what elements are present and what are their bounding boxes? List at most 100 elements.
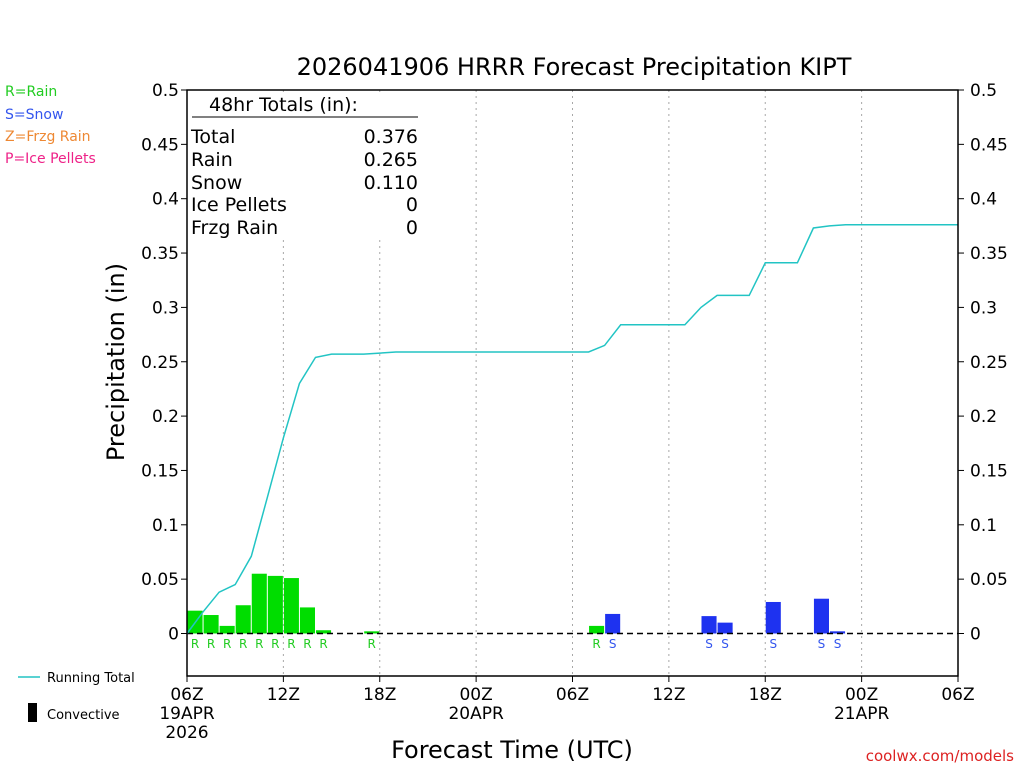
precip-bar: [235, 605, 251, 634]
precip-bar: [219, 625, 235, 634]
precip-type-letter: R: [207, 637, 215, 651]
x-tick-label: 18Z: [363, 685, 396, 705]
y-axis-right-ticks: 0 0.05 0.1 0.15 0.2 0.25 0.3 0.35 0.4 0.45 0.5: [958, 81, 1008, 645]
precip-bar: [203, 615, 219, 634]
y-tick-label: 0.4: [152, 190, 179, 210]
precip-bar: [830, 631, 846, 634]
precip-type-letter: R: [592, 637, 600, 651]
totals-rain-label: Rain: [191, 149, 233, 171]
precip-type-legend: R=Rain S=Snow Z=Frzg Rain P=Ice Pellets: [5, 84, 96, 167]
x-tick-label: 00Z: [459, 685, 492, 705]
running-total-legend-label: Running Total: [47, 671, 135, 686]
y-tick-label-right: 0: [970, 625, 981, 645]
totals-heading: 48hr Totals (in):: [209, 94, 358, 116]
precip-bar: [765, 601, 781, 634]
precip-bar: [605, 613, 621, 634]
precip-bar: [316, 630, 332, 634]
precip-type-letter: S: [834, 637, 842, 651]
y-tick-label: 0.25: [141, 353, 179, 373]
totals-total-label: Total: [190, 126, 235, 148]
x-tick-label: 12Z: [652, 685, 685, 705]
y-tick-label-right: 0.15: [970, 461, 1008, 481]
precip-type-letter: R: [223, 637, 231, 651]
precip-type-letter: R: [271, 637, 279, 651]
precip-bar: [299, 607, 315, 634]
y-tick-label-right: 0.35: [970, 244, 1008, 264]
y-tick-label: 0.3: [152, 298, 179, 318]
legend-frzg-rain: Z=Frzg Rain: [5, 129, 91, 145]
x-tick-label: 00Z: [845, 685, 878, 705]
y-axis-left-ticks: 0 0.05 0.1 0.15 0.2 0.25 0.3 0.35 0.4 0.45 0.5: [141, 81, 187, 645]
y-tick-label: 0.2: [152, 407, 179, 427]
running-total-line: [186, 224, 958, 634]
totals-ice-pellets-label: Ice Pellets: [191, 194, 287, 216]
totals-box-bg: [189, 92, 425, 238]
x-tick-label: 18Z: [749, 685, 782, 705]
precip-type-letter: R: [191, 637, 199, 651]
precip-type-letter: R: [239, 637, 247, 651]
precip-type-letter: S: [818, 637, 826, 651]
convective-legend-label: Convective: [47, 708, 120, 723]
x-tick-label: 06Z: [170, 685, 203, 705]
legend-snow: S=Snow: [5, 107, 63, 123]
y-tick-label: 0.05: [141, 570, 179, 590]
precip-bar: [701, 616, 717, 634]
x-tick-label: 20APR: [448, 704, 504, 724]
precip-type-letter: R: [303, 637, 311, 651]
watermark: coolwx.com/models: [866, 747, 1014, 765]
precip-type-letter: S: [721, 637, 729, 651]
precip-type-letter: S: [769, 637, 777, 651]
x-axis-label: Forecast Time (UTC): [391, 736, 633, 764]
x-tick-label: 2026: [165, 723, 208, 743]
y-tick-label-right: 0.1: [970, 516, 997, 536]
y-tick-label: 0.15: [141, 461, 179, 481]
precip-type-letter: R: [368, 637, 376, 651]
x-tick-label: 19APR: [159, 704, 215, 724]
y-tick-label: 0: [168, 625, 179, 645]
y-tick-label-right: 0.2: [970, 407, 997, 427]
convective-legend-swatch: [28, 703, 37, 722]
y-tick-label-right: 0.5: [970, 81, 997, 101]
totals-rain-value: 0.265: [364, 149, 418, 171]
y-tick-label-right: 0.05: [970, 570, 1008, 590]
precip-bar: [251, 573, 267, 634]
y-axis-label: Precipitation (in): [102, 263, 130, 461]
precip-bar: [364, 631, 380, 634]
y-tick-label: 0.35: [141, 244, 179, 264]
y-tick-label-right: 0.25: [970, 353, 1008, 373]
precip-type-letter: S: [609, 637, 617, 651]
precip-bar: [813, 598, 829, 634]
x-tick-label: 06Z: [941, 685, 974, 705]
y-tick-label: 0.1: [152, 516, 179, 536]
x-tick-label: 21APR: [834, 704, 890, 724]
precip-bar: [283, 578, 299, 634]
chart-title: 2026041906 HRRR Forecast Precipitation K…: [297, 53, 852, 81]
precip-type-letter: R: [319, 637, 327, 651]
precip-bar: [717, 622, 733, 634]
precip-type-letter: S: [705, 637, 713, 651]
totals-total-value: 0.376: [364, 126, 418, 148]
y-tick-label: 0.45: [141, 135, 179, 155]
x-tick-label: 12Z: [267, 685, 300, 705]
totals-snow-value: 0.110: [364, 172, 418, 194]
totals-box: 48hr Totals (in): Total 0.376 Rain 0.265…: [189, 92, 425, 239]
precip-type-letter: R: [287, 637, 295, 651]
precip-type-letter: R: [255, 637, 263, 651]
precip-bar: [589, 625, 605, 634]
legend-ice-pellets: P=Ice Pellets: [5, 151, 96, 167]
legend-rain: R=Rain: [5, 84, 57, 100]
y-tick-label-right: 0.45: [970, 135, 1008, 155]
precip-bar: [267, 575, 283, 634]
bottom-legend: Running Total Convective: [18, 671, 135, 723]
x-tick-label: 06Z: [556, 685, 589, 705]
totals-snow-label: Snow: [191, 172, 242, 194]
totals-frzg-rain-value: 0: [406, 217, 418, 239]
y-tick-label-right: 0.4: [970, 190, 997, 210]
totals-frzg-rain-label: Frzg Rain: [191, 217, 278, 239]
y-tick-label: 0.5: [152, 81, 179, 101]
bars-group: [187, 573, 846, 634]
y-tick-label-right: 0.3: [970, 298, 997, 318]
